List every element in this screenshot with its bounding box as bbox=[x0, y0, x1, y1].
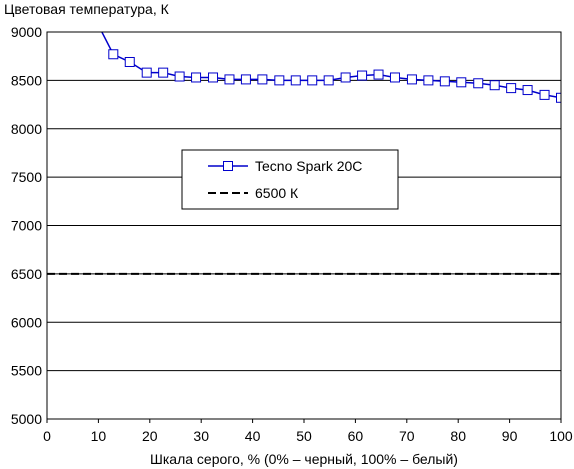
y-tick-label: 7500 bbox=[11, 169, 42, 185]
data-point bbox=[240, 74, 251, 85]
y-tick-label: 8000 bbox=[11, 121, 42, 137]
data-point bbox=[108, 49, 119, 60]
data-point bbox=[141, 67, 152, 78]
data-point bbox=[389, 72, 400, 83]
legend-box bbox=[181, 149, 399, 210]
legend-marker bbox=[223, 161, 233, 171]
x-tick-label: 70 bbox=[399, 428, 415, 444]
data-point bbox=[174, 71, 185, 82]
x-tick-label: 60 bbox=[348, 428, 364, 444]
data-point bbox=[323, 75, 334, 86]
grid bbox=[47, 31, 561, 420]
x-tick-label: 20 bbox=[142, 428, 158, 444]
data-point bbox=[456, 77, 467, 88]
data-point bbox=[406, 74, 417, 85]
data-point bbox=[290, 75, 301, 86]
x-axis-title: Шкала серого, % (0% – черный, 100% – бел… bbox=[150, 451, 458, 467]
y-tick-labels: 5000 5500 6000 6500 7000 7500 8000 8500 9000 bbox=[11, 24, 42, 427]
plot-frame bbox=[46, 31, 562, 420]
x-tick-label: 100 bbox=[549, 428, 573, 444]
data-point bbox=[373, 69, 384, 80]
data-point bbox=[208, 72, 219, 83]
data-point bbox=[307, 75, 318, 86]
legend-label: 6500 К bbox=[255, 185, 299, 201]
data-point bbox=[274, 75, 285, 86]
y-tick-label: 5500 bbox=[11, 363, 42, 379]
data-point bbox=[257, 74, 268, 85]
y-tick-label: 8500 bbox=[11, 72, 42, 88]
data-point bbox=[423, 75, 434, 86]
data-point bbox=[224, 74, 235, 85]
data-point bbox=[124, 56, 135, 67]
x-tick-label: 0 bbox=[43, 428, 51, 444]
data-point bbox=[489, 80, 500, 91]
legend: Tecno Spark 20C 6500 К bbox=[181, 149, 399, 210]
data-point bbox=[539, 89, 550, 100]
plot-area bbox=[47, 32, 561, 275]
data-point bbox=[522, 85, 533, 96]
data-point bbox=[158, 67, 169, 78]
x-tick-label: 80 bbox=[450, 428, 466, 444]
data-point bbox=[556, 92, 561, 103]
x-tick-label: 90 bbox=[502, 428, 518, 444]
y-axis-title: Цветовая температура, К bbox=[4, 1, 170, 17]
data-point bbox=[191, 72, 202, 83]
x-tick-label: 40 bbox=[245, 428, 261, 444]
data-point bbox=[340, 72, 351, 83]
data-point bbox=[357, 70, 368, 81]
x-tick-label: 10 bbox=[91, 428, 107, 444]
y-tick-label: 6000 bbox=[11, 314, 42, 330]
data-point bbox=[473, 78, 484, 89]
data-point bbox=[506, 83, 517, 94]
y-tick-label: 7000 bbox=[11, 218, 42, 234]
x-tick-labels: 0 10 20 30 40 50 60 70 80 90 100 bbox=[43, 419, 573, 444]
y-tick-label: 5000 bbox=[11, 411, 42, 427]
x-tick-label: 50 bbox=[296, 428, 312, 444]
y-tick-label: 6500 bbox=[11, 266, 42, 282]
x-tick-label: 30 bbox=[193, 428, 209, 444]
data-point bbox=[439, 76, 450, 87]
y-tick-label: 9000 bbox=[11, 24, 42, 40]
legend-label: Tecno Spark 20C bbox=[255, 158, 362, 174]
